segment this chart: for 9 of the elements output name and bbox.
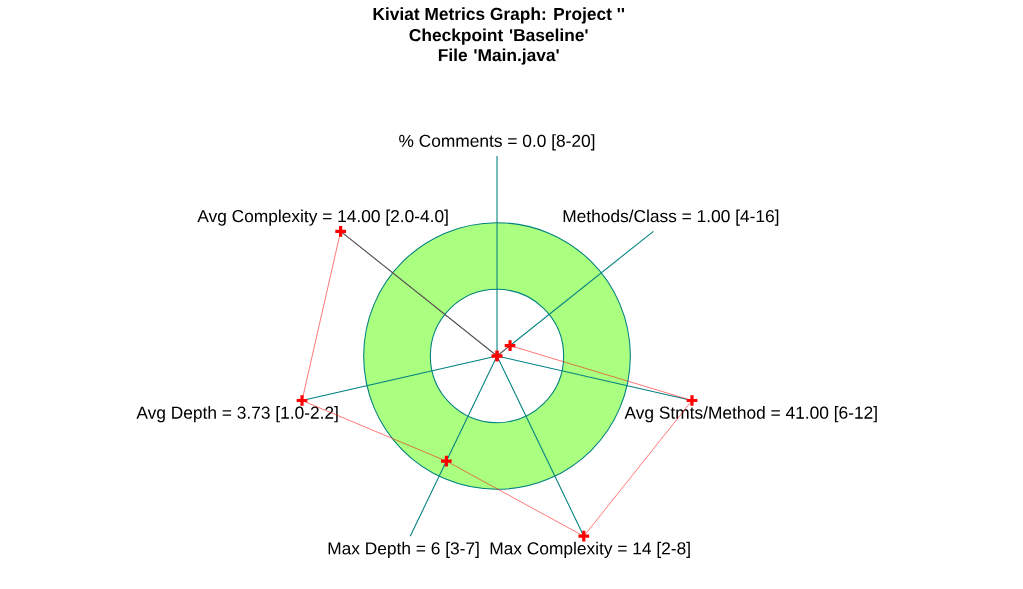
spoke-label: Avg Complexity = 14.00 [2.0-4.0] xyxy=(197,209,448,226)
chart-subtitle: Checkpoint 'Baseline' File 'Main.java' xyxy=(409,28,588,65)
spoke-label: Avg Stmts/Method = 41.00 [6-12] xyxy=(624,406,877,423)
spoke-label: Max Depth = 6 [3-7] xyxy=(328,541,479,558)
chart-title: Kiviat Metrics Graph: Project '' xyxy=(373,7,625,24)
spoke-label: Methods/Class = 1.00 [4-16] xyxy=(563,209,779,226)
spoke-label: Max Complexity = 14 [2-8] xyxy=(490,541,690,558)
spoke-label: Avg Depth = 3.73 [1.0-2.2] xyxy=(136,406,338,423)
spoke-label: % Comments = 0.0 [8-20] xyxy=(399,134,595,151)
